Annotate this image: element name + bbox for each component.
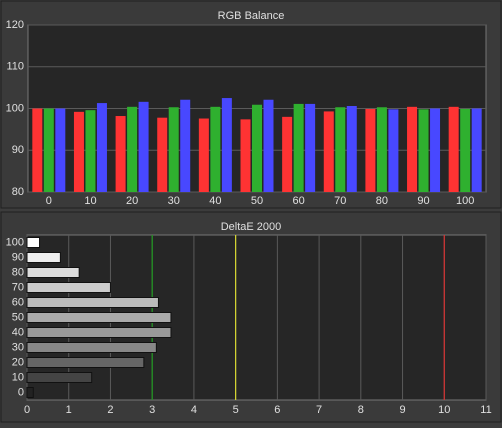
x-tick-label: 0	[46, 195, 52, 207]
bar	[282, 116, 293, 192]
bar	[26, 357, 145, 368]
x-tick-label: 30	[168, 195, 180, 207]
bar	[365, 108, 376, 192]
x-tick-label: 70	[334, 195, 346, 207]
bar	[376, 107, 387, 192]
bar	[471, 108, 482, 192]
x-tick-label: 11	[480, 404, 491, 416]
chart-title: DeltaE 2000	[221, 221, 282, 233]
x-tick-label: 20	[126, 195, 138, 207]
x-tick-label: 40	[209, 195, 221, 207]
bar	[26, 267, 80, 278]
x-tick-label: 7	[316, 404, 322, 416]
x-tick-label: 1	[66, 404, 72, 416]
y-tick-label: 110	[6, 61, 24, 73]
x-tick-label: 3	[149, 404, 155, 416]
bar	[26, 252, 61, 263]
bar	[43, 108, 54, 192]
bar	[335, 107, 346, 192]
bar	[85, 110, 96, 192]
y-tick-label: 50	[12, 311, 24, 323]
y-tick-label: 30	[12, 341, 24, 353]
x-tick-label: 6	[274, 404, 280, 416]
y-tick-label: 120	[6, 19, 24, 31]
bar	[168, 107, 179, 192]
y-tick-label: 40	[12, 326, 24, 338]
x-tick-label: 9	[399, 404, 405, 416]
bar	[180, 99, 191, 192]
x-tick-label: 4	[191, 404, 197, 416]
bar	[96, 103, 107, 192]
bar	[418, 109, 429, 192]
x-tick-label: 90	[417, 195, 429, 207]
bar	[407, 106, 418, 192]
bar	[448, 106, 459, 192]
x-tick-label: 10	[438, 404, 450, 416]
y-tick-label: 100	[6, 102, 24, 114]
x-tick-label: 100	[456, 195, 474, 207]
bar	[138, 101, 149, 192]
y-tick-label: 100	[6, 236, 24, 248]
bar	[293, 103, 304, 192]
x-tick-label: 10	[84, 195, 96, 207]
bar	[55, 108, 66, 192]
bar	[32, 108, 43, 192]
x-tick-label: 5	[233, 404, 239, 416]
bar	[430, 108, 441, 192]
y-tick-label: 70	[12, 281, 24, 293]
bar	[346, 105, 357, 192]
bar	[127, 106, 138, 192]
y-tick-label: 90	[12, 144, 24, 156]
bar	[198, 118, 209, 192]
bar	[252, 104, 262, 192]
x-tick-label: 60	[293, 195, 305, 207]
bar	[210, 106, 221, 192]
bar	[388, 109, 399, 192]
x-tick-label: 80	[376, 195, 388, 207]
x-tick-label: 0	[24, 404, 30, 416]
bar	[26, 297, 159, 308]
chart-title: RGB Balance	[218, 10, 285, 22]
y-tick-label: 10	[12, 371, 24, 383]
bar	[323, 111, 334, 192]
x-tick-label: 8	[358, 404, 364, 416]
y-tick-label: 60	[12, 296, 24, 308]
bar	[26, 312, 172, 323]
bar	[460, 108, 471, 192]
y-tick-label: 0	[18, 386, 24, 398]
x-tick-label: 2	[107, 404, 113, 416]
bar	[26, 387, 34, 398]
bar	[73, 111, 84, 192]
bar	[26, 372, 93, 383]
bar	[221, 98, 232, 192]
bar	[157, 117, 168, 192]
bar	[240, 119, 251, 192]
y-tick-label: 20	[12, 356, 24, 368]
bar	[115, 116, 126, 192]
bar	[26, 327, 172, 338]
bar	[26, 237, 41, 248]
x-tick-label: 50	[251, 195, 263, 207]
y-tick-label: 90	[12, 251, 24, 263]
y-tick-label: 80	[12, 186, 24, 198]
bar	[26, 282, 111, 293]
bar	[305, 103, 316, 192]
bar	[26, 342, 157, 353]
bar	[263, 99, 274, 192]
y-tick-label: 80	[12, 266, 24, 278]
